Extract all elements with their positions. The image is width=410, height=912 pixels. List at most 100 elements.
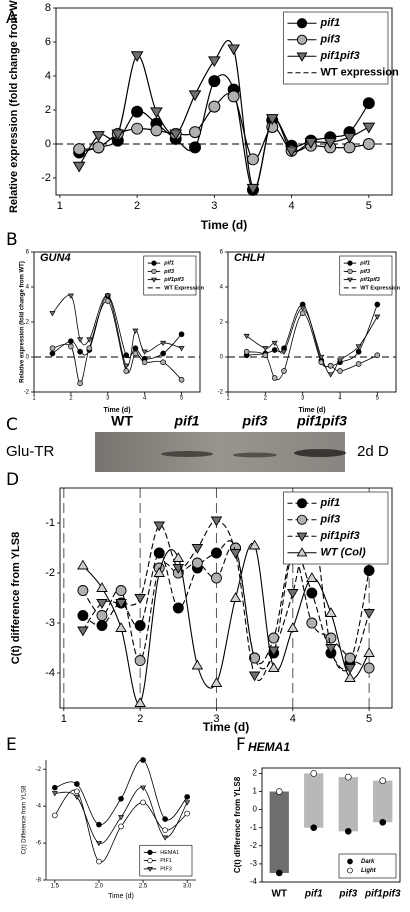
- x-tick-label: 4: [338, 396, 342, 402]
- y-tick-label: -3: [250, 859, 258, 868]
- x-tick-label: 3: [301, 396, 305, 402]
- legend-label: pif1pif3: [163, 277, 184, 283]
- data-point: [344, 828, 352, 835]
- panel-letter: A: [6, 8, 18, 28]
- data-point: [153, 567, 165, 577]
- data-point: [246, 183, 260, 195]
- condition-label: 2d D: [357, 443, 389, 460]
- series-line: [52, 300, 182, 384]
- data-point: [160, 359, 166, 366]
- x-tick-label: 2.5: [139, 884, 148, 890]
- data-point: [118, 795, 124, 802]
- data-point: [189, 141, 202, 154]
- y-tick-label: 0: [220, 355, 224, 361]
- data-point: [374, 301, 381, 308]
- data-point: [162, 816, 168, 822]
- x-tick-label: 3: [211, 200, 217, 212]
- legend-marker: [296, 547, 308, 557]
- x-axis-label: Time (d): [103, 407, 130, 414]
- data-point: [246, 153, 259, 166]
- data-point: [310, 824, 318, 832]
- range-bar: [338, 777, 358, 832]
- data-point: [51, 791, 58, 797]
- x-tick-label: 1.5: [51, 884, 60, 890]
- legend-marker: [296, 532, 308, 542]
- data-point: [327, 372, 334, 378]
- data-point: [77, 626, 89, 637]
- series-line: [82, 540, 370, 670]
- data-point: [172, 552, 185, 562]
- data-point: [134, 620, 146, 631]
- legend-marker: [296, 514, 308, 525]
- data-point: [95, 841, 103, 847]
- data-point: [49, 345, 56, 352]
- data-point: [134, 655, 146, 666]
- data-point: [271, 375, 278, 381]
- y-tick-label: 6: [45, 36, 51, 48]
- data-point: [304, 137, 318, 149]
- data-point: [139, 785, 147, 791]
- blot-band: [161, 451, 213, 457]
- x-tick-label: 5: [180, 396, 184, 402]
- series-line: [246, 307, 378, 375]
- y-tick-label: -2: [218, 390, 224, 396]
- blot-band: [294, 449, 346, 457]
- legend-marker: [347, 260, 353, 266]
- data-point: [172, 602, 184, 614]
- x-tick-label: 1: [226, 396, 230, 402]
- legend-marker: [147, 857, 153, 864]
- data-point: [208, 75, 221, 88]
- y-tick-label: -2: [36, 767, 42, 773]
- legend-marker: [296, 52, 308, 62]
- legend-label: HEMA1: [160, 850, 179, 856]
- data-point: [68, 343, 74, 350]
- legend-label: PIF3: [160, 866, 172, 872]
- x-tick-label: 3: [106, 396, 110, 402]
- y-tick-label: -2: [24, 390, 30, 396]
- data-point: [92, 131, 105, 142]
- data-point: [162, 827, 168, 833]
- y-axis-label: C(t) Difference from YLS8: [22, 785, 28, 854]
- series-line: [78, 40, 370, 190]
- data-point: [115, 585, 127, 596]
- panel-letter: C: [6, 415, 18, 435]
- data-point: [287, 589, 299, 599]
- data-point: [211, 547, 222, 559]
- data-point: [211, 572, 222, 584]
- protein-label: Glu-TR: [6, 443, 55, 460]
- x-tick-label: 5: [366, 200, 372, 212]
- data-point: [325, 644, 337, 654]
- data-point: [123, 352, 130, 359]
- data-point: [184, 810, 190, 817]
- legend-marker: [347, 867, 353, 874]
- y-tick-label: -4: [36, 804, 42, 810]
- data-point: [160, 350, 166, 357]
- data-point: [123, 368, 130, 374]
- x-axis-label: Time (d): [201, 218, 247, 232]
- series-line: [79, 92, 369, 161]
- legend-label: pif3: [359, 269, 370, 275]
- data-point: [271, 340, 278, 347]
- legend-marker: [296, 34, 308, 45]
- data-point: [184, 800, 191, 806]
- data-point: [77, 559, 89, 570]
- y-tick-label: 2: [26, 320, 30, 326]
- data-point: [243, 348, 250, 355]
- y-tick-label: 8: [45, 2, 51, 14]
- data-point: [67, 293, 74, 299]
- legend-label: pif1: [320, 497, 341, 509]
- data-point: [262, 352, 269, 359]
- legend-marker: [296, 18, 308, 29]
- y-tick-label: -3: [45, 617, 55, 629]
- x-tick-label: WT: [271, 889, 287, 900]
- series-line: [52, 295, 182, 360]
- x-tick-label: 1: [61, 713, 67, 725]
- legend-label: PIF1: [160, 858, 172, 864]
- legend-marker: [147, 849, 153, 856]
- data-point: [306, 587, 318, 599]
- y-tick-label: -2: [45, 567, 55, 579]
- data-point: [265, 114, 279, 125]
- data-point: [162, 835, 169, 841]
- data-point: [306, 617, 318, 629]
